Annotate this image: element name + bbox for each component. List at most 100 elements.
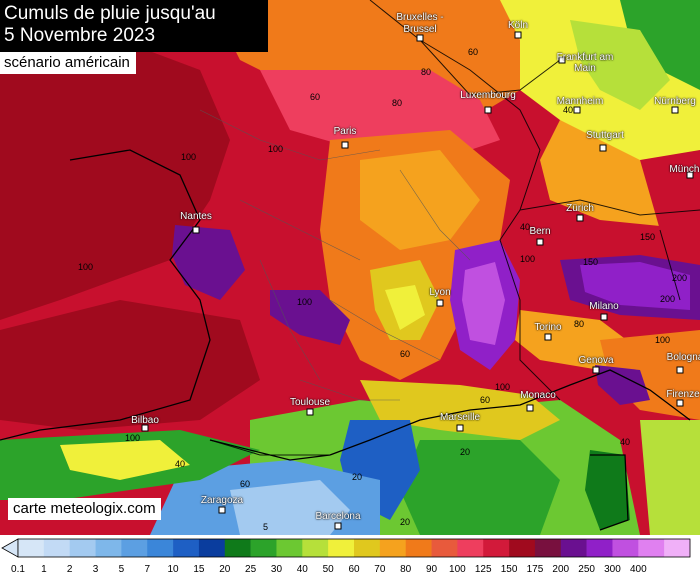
city-label: Monaco (520, 390, 556, 401)
rain-zone-yellow-massif-core (385, 285, 425, 330)
contour-label: 20 (400, 517, 410, 527)
legend-swatch (534, 539, 562, 557)
contour-label: 40 (175, 459, 185, 469)
city-label: Milano (589, 301, 619, 312)
contour-label: 200 (660, 294, 675, 304)
contour-label: 40 (520, 222, 530, 232)
contour-label: 60 (480, 395, 490, 405)
contour-label: 40 (563, 105, 573, 115)
legend-swatch (560, 539, 587, 557)
city-dot (600, 313, 608, 321)
city-dot (671, 106, 679, 114)
city-dot (306, 408, 314, 416)
legend-swatch (302, 539, 329, 557)
legend-arrow (1, 538, 19, 558)
city-dot (573, 106, 581, 114)
city-dot (341, 141, 349, 149)
credit-label: carte meteologix.com (8, 498, 161, 520)
rain-zone-lightgreen-germany (570, 20, 670, 110)
rain-zone-orange-italy (600, 330, 700, 420)
legend-swatch (121, 539, 148, 557)
rain-zone-lightgreen-italy (640, 420, 700, 535)
contour-label: 60 (468, 47, 478, 57)
rain-zone-purple-genova (595, 365, 650, 405)
legend-swatch (354, 539, 381, 557)
legend-swatch (638, 539, 665, 557)
legend-swatch (173, 539, 200, 557)
legend-tick-label: 90 (425, 564, 438, 575)
city-dot (141, 424, 149, 432)
legend-tick-label: 0.1 (11, 564, 25, 575)
city-label: Barcelona (315, 511, 361, 522)
contour-label: 150 (640, 232, 655, 242)
city-dot (456, 424, 464, 432)
contour-label: 100 (181, 152, 196, 162)
city-dot (676, 366, 684, 374)
contour-label: 20 (352, 472, 362, 482)
rain-zone-green-corsica (585, 450, 630, 530)
map-title-line2: 5 Novembre 2023 (4, 25, 156, 46)
rain-zone-orange-north (210, 0, 560, 120)
legend-tick-label: 30 (270, 564, 283, 575)
city-label: Marseille (439, 412, 481, 423)
city-label: Stuttgart (586, 130, 624, 141)
city-dot (484, 106, 492, 114)
legend-tick-label: 60 (348, 564, 360, 575)
legend-tick-label: 10 (167, 564, 179, 575)
contour-label: 20 (460, 447, 470, 457)
legend-tick-label: 175 (526, 564, 544, 575)
legend-tick-label: 3 (92, 564, 99, 575)
legend-tick-label: 25 (245, 564, 257, 575)
city-dot (416, 34, 424, 42)
contour-label: 100 (655, 335, 670, 345)
city-dot (686, 171, 694, 179)
city-dot (218, 506, 226, 514)
legend-swatch (43, 539, 70, 557)
legend-colorbar (1, 538, 691, 558)
contour-label: 100 (297, 297, 312, 307)
legend-tick-label: 5 (118, 564, 125, 575)
legend-swatch (664, 539, 691, 557)
rain-zone-darkgreen-sea (400, 440, 560, 535)
legend-swatch (198, 539, 226, 557)
region-borders (199, 109, 471, 401)
legend-tick-label: 1 (41, 564, 47, 575)
rain-zone-yellow-spain (60, 440, 190, 480)
rain-zone-purple-center (270, 290, 350, 345)
contour-label: 100 (78, 262, 93, 272)
legend-swatch (276, 539, 303, 557)
legend-tick-label: 70 (374, 564, 386, 575)
legend-swatch (431, 539, 458, 557)
city-label: Bilbao (131, 415, 159, 426)
city-dot (514, 31, 522, 39)
city-label: Firenze (666, 389, 700, 400)
legend-swatch (95, 539, 122, 557)
contour-label: 60 (310, 92, 320, 102)
city-label: Nantes (180, 211, 212, 222)
legend-swatch (147, 539, 174, 557)
rain-zone-magenta-alps-east (580, 262, 690, 310)
city-dot (592, 366, 600, 374)
contour-label: 100 (268, 144, 283, 154)
legend-tick-label: 250 (578, 564, 595, 575)
legend-swatch (612, 539, 639, 557)
city-dot (436, 299, 444, 307)
legend-tick-label: 400 (629, 564, 647, 575)
legend-swatch (250, 539, 277, 557)
city-label: Mannheim (556, 96, 604, 107)
legend-frame (17, 538, 691, 558)
contour-label: 80 (392, 98, 402, 108)
legend-tick-label: 7 (144, 564, 150, 575)
city-dot (544, 333, 552, 341)
contour-label: 100 (125, 433, 140, 443)
rain-zone-purple-nantes (172, 225, 245, 300)
contour-label: 200 (672, 273, 687, 283)
legend-tick-label: 100 (449, 564, 466, 575)
legend-swatch (379, 539, 406, 557)
city-label: Lyon (429, 287, 451, 298)
city-label: Luxembourg (460, 90, 516, 101)
legend-swatch (483, 539, 510, 557)
contour-label: 100 (495, 382, 510, 392)
legend-swatch (18, 539, 45, 557)
contour-label: 100 (520, 254, 535, 264)
